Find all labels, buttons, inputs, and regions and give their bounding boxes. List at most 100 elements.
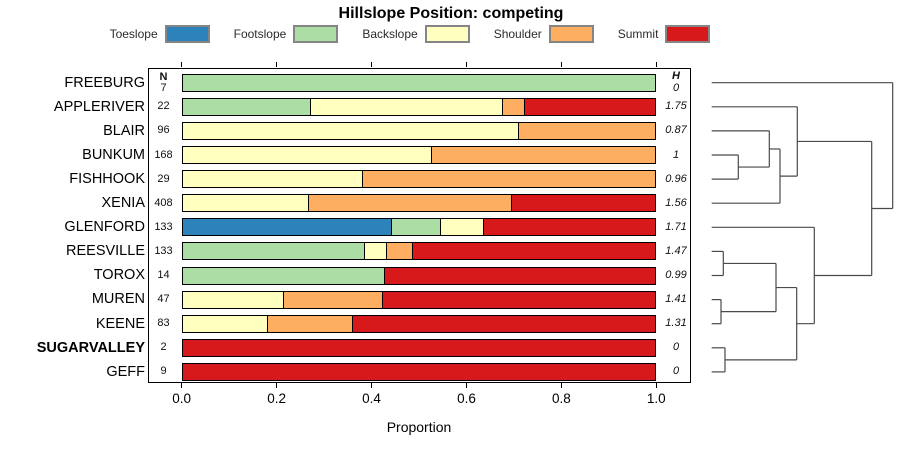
legend-item: Footslope xyxy=(234,25,339,43)
axis-tick-label: 0.8 xyxy=(551,391,571,406)
h-value: 1.47 xyxy=(665,244,687,257)
bar-row xyxy=(181,290,657,309)
legend-item-label: Summit xyxy=(617,27,659,41)
n-value: 47 xyxy=(157,293,170,306)
bar-row xyxy=(181,266,657,285)
row-label: FISHHOOK xyxy=(69,170,145,187)
bar-segment-backslope xyxy=(440,219,483,236)
legend-item: Shoulder xyxy=(494,25,594,43)
n-value: 96 xyxy=(157,124,170,137)
bar-segment-summit xyxy=(382,291,656,308)
bar-segment-shoulder xyxy=(501,98,525,115)
legend-item: Summit xyxy=(618,25,711,43)
bar-segment-backslope xyxy=(310,98,502,115)
h-value: 1.75 xyxy=(665,100,687,113)
axis-tick-bottom xyxy=(370,383,373,389)
legend-swatch xyxy=(164,25,210,43)
axis-tick-bottom xyxy=(275,383,278,389)
h-value: 0 xyxy=(672,341,680,354)
n-value: 14 xyxy=(157,269,170,281)
h-value: 0.87 xyxy=(665,124,687,137)
axis-tick-bottom xyxy=(560,383,563,389)
axis-tick-label: 0.6 xyxy=(457,391,476,406)
axis-tick-top xyxy=(370,62,373,68)
h-value: 0 xyxy=(672,365,680,378)
bar-segment-toeslope xyxy=(182,219,391,236)
bar-row xyxy=(181,97,657,116)
h-value: 0.99 xyxy=(665,269,687,281)
bar-row xyxy=(181,73,657,92)
bar-row xyxy=(181,170,657,189)
bar-segment-backslope xyxy=(182,315,268,332)
axis-tick-label: 0.2 xyxy=(267,391,286,406)
bar-segment-summit xyxy=(482,219,656,236)
legend-item: Toeslope xyxy=(110,25,210,43)
bar-segment-backslope xyxy=(182,122,519,139)
h-value: 1.56 xyxy=(665,196,687,209)
n-value: 9 xyxy=(160,365,167,378)
bar-segment-summit xyxy=(182,339,656,356)
h-value: 1 xyxy=(672,148,680,161)
axis-tick-label: 0.0 xyxy=(172,391,192,406)
row-label: KEENE xyxy=(95,315,145,332)
axis-tick-bottom xyxy=(465,383,468,389)
bar-segment-summit xyxy=(511,195,656,212)
legend-item: Backslope xyxy=(362,25,470,43)
row-label: FREEBURG xyxy=(64,74,145,91)
legend-swatch xyxy=(665,25,711,43)
row-label: REESVILLE xyxy=(66,243,145,260)
bar-segment-backslope xyxy=(182,171,363,188)
legend-item-label: Toeslope xyxy=(109,27,158,41)
h-value: 0 xyxy=(672,81,680,94)
h-value: 0.96 xyxy=(665,172,687,185)
bar-segment-summit xyxy=(524,98,656,115)
axis-tick-top xyxy=(560,62,563,68)
bar-segment-backslope xyxy=(363,243,386,260)
bar-segment-backslope xyxy=(182,195,308,212)
bar-row xyxy=(181,218,657,237)
bar-row xyxy=(181,362,657,381)
n-value: 29 xyxy=(157,172,170,185)
axis-tick-top xyxy=(655,62,657,68)
n-value: 133 xyxy=(154,244,173,257)
h-value: 1.41 xyxy=(665,293,687,306)
row-label: GEFF xyxy=(106,363,145,380)
bar-row xyxy=(181,121,657,140)
row-label: TOROX xyxy=(93,267,145,284)
bar-segment-summit xyxy=(182,363,656,380)
row-label: XENIA xyxy=(101,195,145,211)
axis-tick-bottom xyxy=(655,383,657,389)
bar-segment-shoulder xyxy=(307,195,512,212)
n-column-header: N xyxy=(159,70,168,83)
axis-tick-label: 0.4 xyxy=(362,391,381,406)
bar-row xyxy=(181,146,657,164)
bar-segment-backslope xyxy=(182,147,431,163)
bar-segment-footslope xyxy=(182,98,311,115)
bar-segment-footslope xyxy=(390,219,441,236)
n-value: 2 xyxy=(160,341,167,354)
h-column-header: H xyxy=(672,70,680,82)
bar-segment-summit xyxy=(411,243,656,260)
bar-segment-footslope xyxy=(182,74,656,91)
row-label: MUREN xyxy=(91,291,145,308)
legend-swatch xyxy=(293,25,339,43)
bar-row xyxy=(181,314,657,333)
bar-segment-shoulder xyxy=(362,171,656,188)
bar-segment-summit xyxy=(383,267,656,284)
x-axis-title: Proportion xyxy=(386,419,452,435)
row-label: BUNKUM xyxy=(82,146,145,163)
legend: Toeslope Footslope Backslope Shoulder Summit xyxy=(0,25,820,43)
row-label: GLENFORD xyxy=(64,219,145,236)
chart-title: Hillslope Position: competing xyxy=(338,5,564,22)
bar-segment-backslope xyxy=(182,291,283,308)
bar-segment-shoulder xyxy=(430,147,656,163)
n-value: 22 xyxy=(157,100,170,113)
n-value: 133 xyxy=(154,220,173,233)
bar-segment-shoulder xyxy=(385,243,412,260)
legend-item-label: Footslope xyxy=(233,27,287,41)
row-label: BLAIR xyxy=(103,122,145,139)
bar-segment-footslope xyxy=(182,267,384,284)
n-value: 83 xyxy=(157,317,170,330)
